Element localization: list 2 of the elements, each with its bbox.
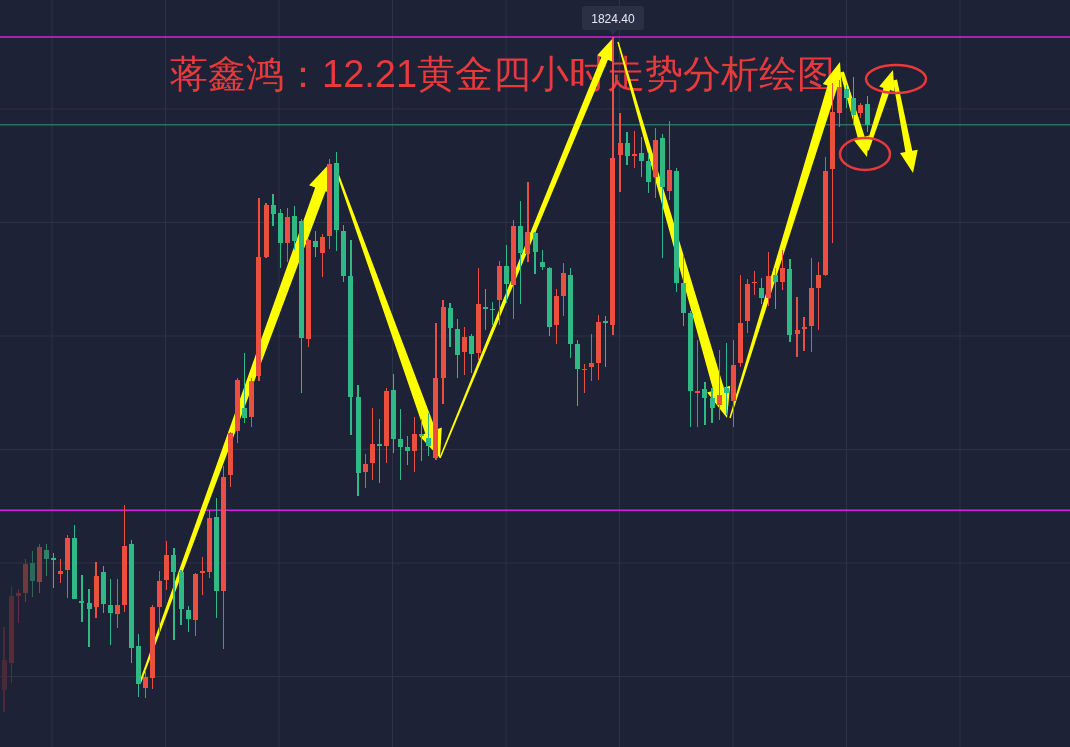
annotation: 1824.40	[581, 6, 644, 35]
annotation: 1824.40	[591, 11, 635, 26]
